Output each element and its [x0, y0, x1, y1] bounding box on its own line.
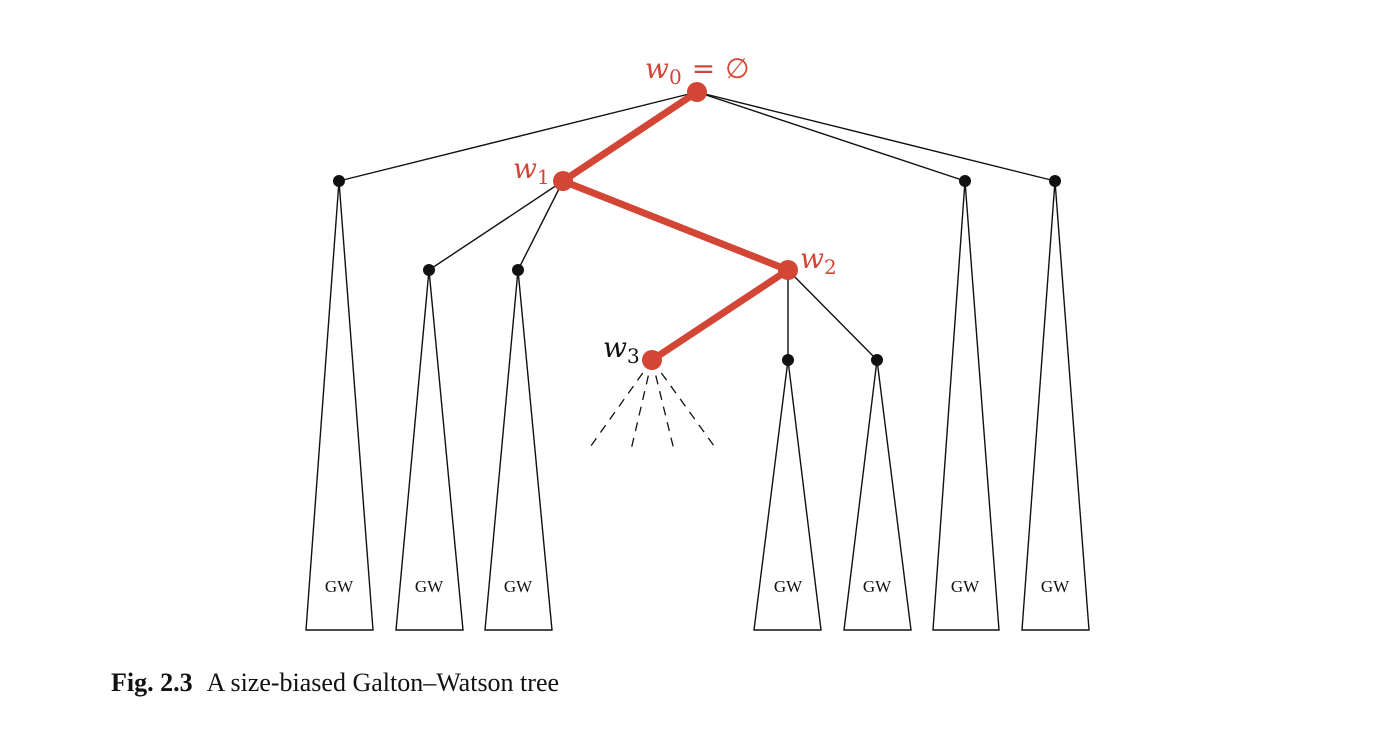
tree-node — [512, 264, 524, 276]
label-w0: w0 = ∅ — [645, 52, 750, 89]
gw-label: GW — [774, 577, 803, 596]
tree-node — [871, 354, 883, 366]
edge-w2-child-b — [787, 269, 878, 361]
gw-label: GW — [863, 577, 892, 596]
tree-node — [959, 175, 971, 187]
spine-edge-w2-w3 — [648, 266, 792, 364]
gw-subtree: GW — [932, 180, 1000, 631]
label-w3: w3 — [603, 331, 640, 368]
spine-edge-w0-w1 — [559, 88, 701, 185]
gw-subtree: GW — [305, 180, 374, 631]
spine-path — [559, 88, 792, 364]
gw-subtree: GW — [753, 359, 822, 631]
gw-subtrees: GW GW GW GW GW GW GW — [305, 180, 1090, 631]
spine-node-w1 — [553, 171, 573, 191]
edge-w1-child-a — [428, 180, 564, 271]
gw-subtree: GW — [484, 269, 553, 631]
tree-node — [782, 354, 794, 366]
gw-label: GW — [1041, 577, 1070, 596]
gw-label: GW — [325, 577, 354, 596]
gw-subtree: GW — [843, 359, 912, 631]
dashed-line — [630, 359, 653, 451]
label-w2: w2 — [800, 242, 837, 279]
gw-label: GW — [951, 577, 980, 596]
gw-subtree: GW — [395, 269, 464, 631]
tree-edges — [338, 91, 1056, 361]
gw-subtree: GW — [1021, 180, 1090, 631]
caption-text: A size-biased Galton–Watson tree — [206, 668, 560, 697]
edge-root-right2 — [696, 91, 1056, 182]
gw-label: GW — [415, 577, 444, 596]
w3-dashed-offspring — [587, 359, 718, 451]
spine-edge-w1-w2 — [559, 177, 792, 274]
tree-node — [333, 175, 345, 187]
tree-nodes — [333, 175, 1061, 366]
edge-w1-child-b — [517, 180, 564, 271]
gw-label: GW — [504, 577, 533, 596]
edge-root-right1 — [696, 91, 966, 182]
label-w1: w1 — [513, 152, 550, 189]
dashed-line — [651, 359, 675, 451]
dashed-line — [651, 359, 718, 451]
spine-node-w2 — [778, 260, 798, 280]
figure-number: Fig. 2.3 — [111, 668, 193, 697]
spine-node-w3 — [642, 350, 662, 370]
dashed-line — [587, 359, 653, 451]
tree-node — [423, 264, 435, 276]
edge-root-left — [338, 91, 698, 182]
spine-node-w0 — [687, 82, 707, 102]
figure-caption: Fig. 2.3 A size-biased Galton–Watson tree — [111, 668, 559, 698]
spine-nodes — [553, 82, 798, 370]
tree-node — [1049, 175, 1061, 187]
